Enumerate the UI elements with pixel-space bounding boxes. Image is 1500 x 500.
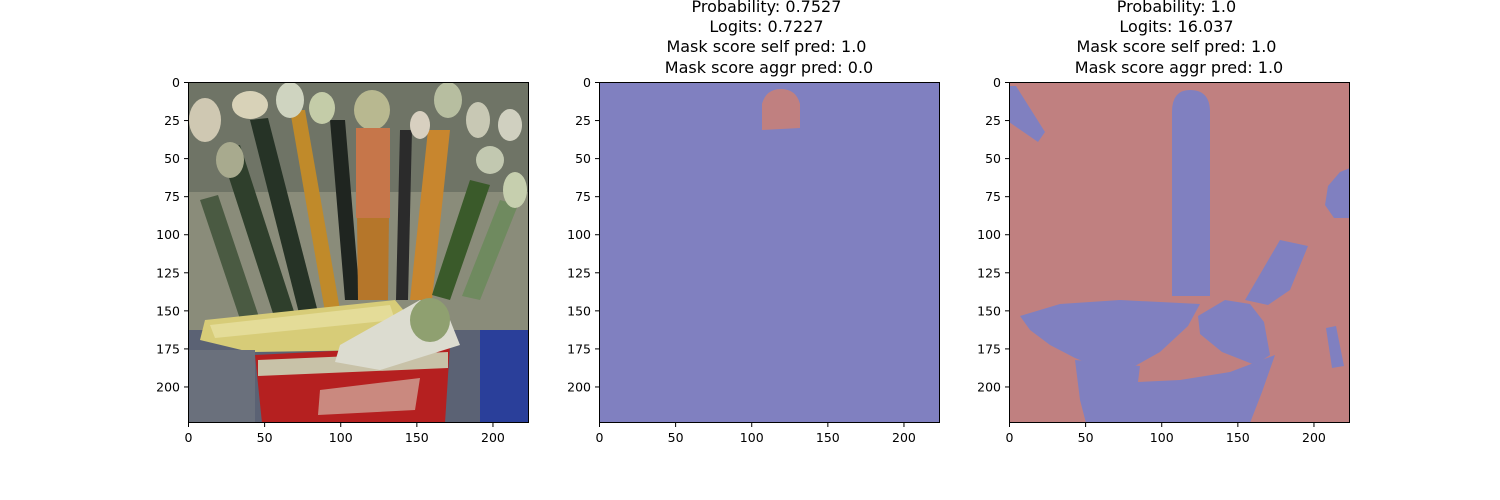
panel-mask-1: Probability: 0.7527 Logits: 0.7227 Mask …: [567, 0, 940, 445]
x-tick-label: 0: [185, 430, 193, 445]
x-tick-label: 150: [816, 430, 840, 445]
mask-1-probability: Probability: 0.7527: [692, 0, 842, 16]
y-tick-label: 75: [164, 189, 180, 204]
mask-1-self-pred: Mask score self pred: 1.0: [666, 37, 866, 56]
mask-1-logits: Logits: 0.7227: [709, 17, 823, 36]
y-tick-label: 50: [164, 151, 180, 166]
y-tick-label: 200: [156, 379, 180, 394]
y-tick-label: 100: [567, 227, 591, 242]
y-tick-label: 150: [567, 303, 591, 318]
y-tick-label: 50: [575, 151, 591, 166]
y-tick-label: 0: [172, 75, 180, 90]
y-tick-label: 100: [156, 227, 180, 242]
y-tick-label: 75: [985, 189, 1001, 204]
mask-2-self-pred: Mask score self pred: 1.0: [1076, 37, 1276, 56]
y-tick-label: 175: [567, 341, 591, 356]
mask-2-region-stick: [1172, 90, 1210, 296]
y-tick-label: 25: [985, 113, 1001, 128]
x-tick-label: 100: [740, 430, 764, 445]
y-tick-label: 0: [993, 75, 1001, 90]
x-tick-label: 50: [257, 430, 273, 445]
mask-2-heatmap: [1009, 82, 1350, 423]
y-tick-label: 150: [977, 303, 1001, 318]
y-tick-label: 25: [575, 113, 591, 128]
y-tick-label: 25: [164, 113, 180, 128]
mask-1-aggr-pred: Mask score aggr pred: 0.0: [665, 58, 873, 77]
mask-1-background: [599, 82, 940, 423]
y-tick-label: 0: [583, 75, 591, 90]
x-tick-label: 50: [668, 430, 684, 445]
x-tick-label: 150: [1226, 430, 1250, 445]
mask-2-title: Probability: 1.0 Logits: 16.037 Mask sco…: [1075, 0, 1283, 77]
mask-2-aggr-pred: Mask score aggr pred: 1.0: [1075, 58, 1283, 77]
paintbrush-photo: [188, 82, 529, 423]
y-tick-label: 200: [567, 379, 591, 394]
y-tick-label: 175: [156, 341, 180, 356]
mask-2-region-right: [1325, 168, 1350, 218]
x-tick-label: 200: [1302, 430, 1326, 445]
y-tick-label: 75: [575, 189, 591, 204]
x-tick-label: 100: [1150, 430, 1174, 445]
y-tick-label: 100: [977, 227, 1001, 242]
mask-2-region-topleft: [1009, 86, 1045, 142]
mask-2-region-band: [1020, 300, 1200, 368]
mask-2-logits: Logits: 16.037: [1119, 17, 1233, 36]
panel-mask-2: Probability: 1.0 Logits: 16.037 Mask sco…: [977, 0, 1350, 445]
mask-2-probability: Probability: 1.0: [1117, 0, 1236, 16]
mask-2-region-sliver: [1326, 326, 1344, 368]
x-tick-label: 50: [1078, 430, 1094, 445]
y-tick-label: 125: [156, 265, 180, 280]
panel-2-axes: 0 50 100 150 200 0 25 50 75 100 125 150 175 200: [567, 75, 916, 445]
x-tick-label: 0: [1006, 430, 1014, 445]
panel-original-image: 0 50 100 150 200 0 25 50 75 100 125 150 175 200: [156, 75, 529, 445]
y-tick-label: 125: [567, 265, 591, 280]
x-tick-label: 200: [892, 430, 916, 445]
mask-2-region-pot: [1075, 355, 1275, 423]
x-tick-label: 150: [405, 430, 429, 445]
y-tick-label: 200: [977, 379, 1001, 394]
y-tick-label: 50: [985, 151, 1001, 166]
x-tick-label: 100: [329, 430, 353, 445]
x-tick-label: 0: [596, 430, 604, 445]
mask-1-heatmap: [599, 82, 940, 423]
mask-1-title: Probability: 0.7527 Logits: 0.7227 Mask …: [665, 0, 873, 77]
x-tick-label: 200: [481, 430, 505, 445]
y-tick-label: 125: [977, 265, 1001, 280]
panel-1-axes: 0 50 100 150 200 0 25 50 75 100 125 150 175 200: [156, 75, 505, 445]
mask-2-region-diagonal: [1245, 240, 1308, 305]
panel-3-axes: 0 50 100 150 200 0 25 50 75 100 125 150 175 200: [977, 75, 1326, 445]
mask-1-region: [762, 89, 800, 130]
mask-2-region-blob: [1198, 300, 1270, 365]
y-tick-label: 150: [156, 303, 180, 318]
y-tick-label: 175: [977, 341, 1001, 356]
